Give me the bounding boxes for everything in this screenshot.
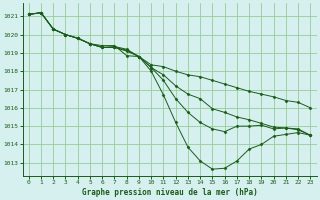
X-axis label: Graphe pression niveau de la mer (hPa): Graphe pression niveau de la mer (hPa) (82, 188, 258, 197)
